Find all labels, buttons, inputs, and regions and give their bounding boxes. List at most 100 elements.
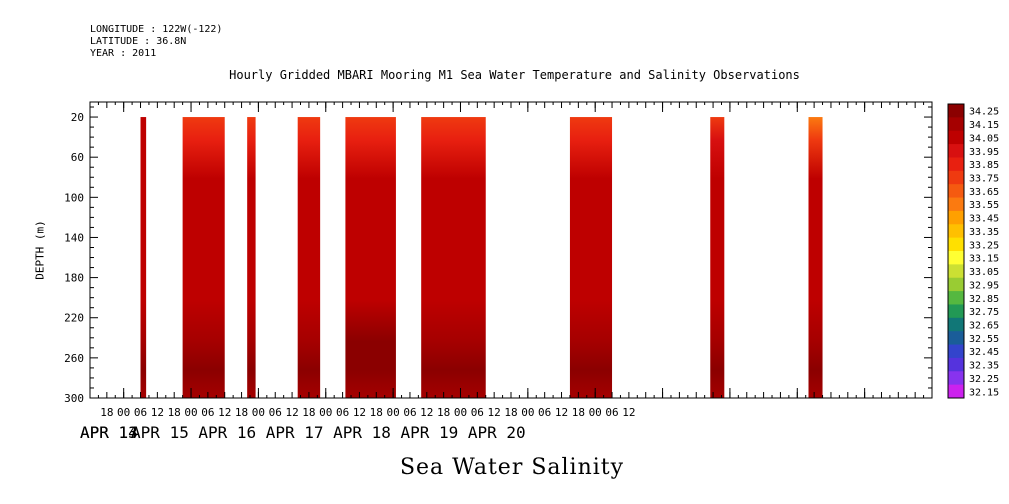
x-hour-tick-label: 12 — [488, 406, 501, 419]
colorbar-label: 32.25 — [969, 374, 999, 385]
y-tick-label: 140 — [64, 231, 84, 244]
x-date-label: APR 15 — [131, 423, 189, 442]
colorbar-label: 33.95 — [969, 147, 999, 158]
colorbar-swatch — [948, 224, 964, 239]
colorbar-swatch — [948, 104, 964, 118]
y-tick-label: 60 — [71, 151, 84, 164]
colorbar-label: 33.85 — [969, 160, 999, 171]
x-hour-tick-label: 00 — [386, 406, 399, 419]
colorbar-frame — [947, 103, 965, 399]
colorbar-swatch — [948, 277, 964, 292]
x-hour-tick-label: 12 — [151, 406, 164, 419]
x-hour-tick-label: 12 — [353, 406, 366, 419]
y-tick-label: 180 — [64, 272, 84, 285]
x-hour-tick-label: 00 — [184, 406, 197, 419]
x-hour-tick-label: 00 — [454, 406, 467, 419]
colorbar-label: 32.55 — [969, 334, 999, 345]
chart-title: Hourly Gridded MBARI Mooring M1 Sea Wate… — [229, 68, 800, 82]
x-date-label: APR 14 — [80, 423, 138, 442]
x-hour-tick-label: 18 — [572, 406, 585, 419]
x-hour-tick-label: 12 — [555, 406, 568, 419]
colorbar-label: 33.15 — [969, 254, 999, 265]
x-hour-tick-label: 00 — [252, 406, 265, 419]
colorbar-label: 32.15 — [969, 387, 999, 398]
data-segment — [182, 117, 225, 399]
x-hour-tick-label: 06 — [605, 406, 618, 419]
x-hour-tick-label: 12 — [285, 406, 298, 419]
x-hour-tick-label: 18 — [437, 406, 450, 419]
colorbar-label: 34.05 — [969, 133, 999, 144]
x-hour-tick-label: 18 — [504, 406, 517, 419]
data-segment — [140, 117, 147, 399]
colorbar-swatch — [948, 237, 964, 252]
data-segment — [247, 117, 256, 399]
x-hour-tick-label: 06 — [269, 406, 282, 419]
colorbar-swatch — [948, 291, 964, 305]
colorbar-swatch — [948, 210, 964, 225]
colorbar-label: 32.95 — [969, 280, 999, 291]
y-tick-label: 220 — [64, 312, 84, 325]
latitude-label: LATITUDE : 36.8N — [90, 36, 187, 47]
x-hour-tick-label: 18 — [168, 406, 181, 419]
colorbar-swatch — [948, 144, 964, 158]
colorbar-label: 32.85 — [969, 294, 999, 305]
data-segment — [808, 117, 823, 399]
y-tick-label: 300 — [64, 392, 84, 405]
colorbar-swatch — [948, 157, 964, 172]
x-date-label: APR 16 — [198, 423, 256, 442]
colorbar-label: 33.35 — [969, 227, 999, 238]
colorbar-swatch — [948, 251, 964, 265]
colorbar-swatch — [948, 130, 964, 145]
x-hour-tick-label: 12 — [622, 406, 635, 419]
x-hour-tick-label: 00 — [521, 406, 534, 419]
x-hour-tick-label: 00 — [589, 406, 602, 419]
colorbar-label: 33.75 — [969, 174, 999, 185]
x-axis-variable-label: Sea Water Salinity — [399, 455, 625, 480]
colorbar-swatch — [948, 117, 964, 132]
x-hour-tick-label: 06 — [403, 406, 416, 419]
x-hour-tick-label: 18 — [370, 406, 383, 419]
colorbar-label: 33.65 — [969, 187, 999, 198]
x-hour-tick-label: 18 — [100, 406, 113, 419]
colorbar-swatch — [948, 331, 964, 346]
colorbar-swatch — [948, 197, 964, 212]
colorbar-label: 33.45 — [969, 214, 999, 225]
colorbar-swatch — [948, 317, 964, 332]
colorbar-label: 32.65 — [969, 321, 999, 332]
x-date-label: APR 17 — [266, 423, 324, 442]
colorbar-label: 32.75 — [969, 307, 999, 318]
colorbar-swatch — [948, 304, 964, 319]
colorbar-label: 33.55 — [969, 200, 999, 211]
x-hour-tick-label: 06 — [471, 406, 484, 419]
colorbar-swatch — [948, 384, 964, 399]
longitude-label: LONGITUDE : 122W(-122) — [90, 24, 223, 35]
colorbar-swatch — [948, 357, 964, 372]
x-date-label: APR 19 — [400, 423, 458, 442]
colorbar-label: 32.35 — [969, 361, 999, 372]
y-tick-label: 20 — [71, 111, 84, 124]
x-hour-tick-label: 18 — [302, 406, 315, 419]
x-hour-tick-label: 06 — [201, 406, 214, 419]
colorbar-label: 32.45 — [969, 347, 999, 358]
x-hour-tick-label: 06 — [134, 406, 147, 419]
y-tick-label: 100 — [64, 191, 84, 204]
data-segment — [710, 117, 725, 399]
colorbar-swatch — [948, 264, 964, 279]
colorbar-label: 33.25 — [969, 240, 999, 251]
x-date-label: APR 13 — [80, 423, 138, 442]
data-segment — [421, 117, 486, 399]
x-date-label: APR 18 — [333, 423, 391, 442]
colorbar-swatch — [948, 184, 964, 199]
data-segment — [345, 117, 396, 399]
year-label: YEAR : 2011 — [90, 48, 157, 59]
colorbar-swatch — [948, 371, 964, 386]
colorbar-swatch — [948, 170, 964, 185]
x-hour-tick-label: 12 — [218, 406, 231, 419]
x-hour-tick-label: 06 — [336, 406, 349, 419]
x-hour-tick-label: 00 — [319, 406, 332, 419]
data-segment — [297, 117, 321, 399]
y-tick-label: 260 — [64, 352, 84, 365]
colorbar-swatch — [948, 344, 964, 359]
x-hour-tick-label: 12 — [420, 406, 433, 419]
